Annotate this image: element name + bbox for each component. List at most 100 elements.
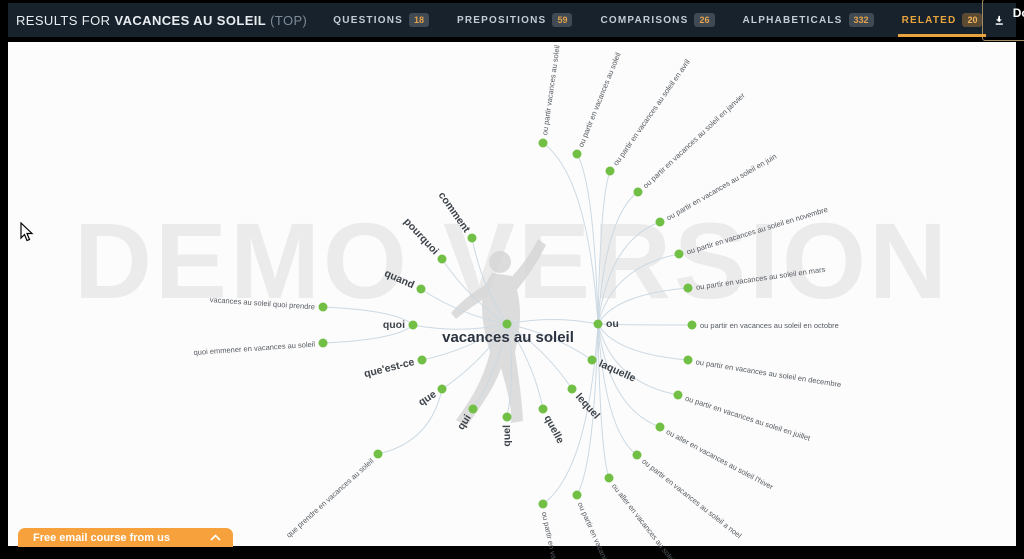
edge (420, 288, 508, 325)
keyword-node-label[interactable]: quel (501, 425, 513, 447)
node-dot[interactable] (604, 473, 614, 483)
scope-label: (TOP) (270, 12, 308, 28)
node-dot[interactable] (467, 233, 477, 243)
edge (597, 191, 639, 325)
suggestion-label[interactable]: ou aller en vacances au soleil l'hiver (665, 427, 775, 491)
person-silhouette (451, 239, 546, 426)
node-dot[interactable] (683, 355, 693, 365)
edge (597, 323, 679, 396)
suggestion-label[interactable]: ou partir vacances au soleil (540, 44, 562, 136)
node-dot[interactable] (572, 149, 582, 159)
tab-alphabeticals[interactable]: ALPHABETICALS 332 (743, 3, 874, 37)
keyword-node-label[interactable]: quelle (541, 413, 566, 446)
email-course-banner[interactable]: Free email course from us (18, 528, 233, 547)
node-dot[interactable] (683, 283, 693, 293)
suggestion-label[interactable]: ou aller en vacances au soleil (610, 482, 678, 559)
edge (597, 323, 661, 428)
edge (506, 323, 513, 418)
edge (597, 323, 638, 456)
edge (322, 306, 414, 326)
suggestion-label[interactable]: ou partir en vacances au soleil (576, 51, 622, 149)
suggestion-label[interactable]: ou partir en vacances au soleil (540, 511, 570, 559)
suggestion-label[interactable]: ou partir en vacances au soleil en juill… (684, 394, 812, 443)
node-dot[interactable] (593, 319, 603, 329)
results-prefix: RESULTS FOR (16, 12, 111, 28)
edge (597, 253, 680, 325)
node-dot[interactable] (318, 302, 328, 312)
suggestion-label[interactable]: quoi emmener en vacances au soleil (193, 340, 315, 357)
tab-count-badge: 20 (962, 13, 983, 27)
edge (441, 323, 508, 390)
node-dot[interactable] (605, 166, 615, 176)
tab-related[interactable]: RELATED 20 (897, 3, 987, 37)
edge (597, 323, 689, 361)
tab-prepositions[interactable]: PREPOSITIONS 59 (457, 3, 573, 37)
node-dot[interactable] (468, 404, 478, 414)
edge (412, 323, 508, 330)
tab-questions[interactable]: QUESTIONS 18 (333, 3, 430, 37)
keyword-label: VACANCES AU SOLEIL (114, 12, 267, 28)
keyword-node-label[interactable]: que (416, 388, 438, 408)
banner-label: Free email course from us (33, 531, 170, 544)
edge (597, 323, 610, 479)
node-dot[interactable] (674, 249, 684, 259)
node-dot[interactable] (538, 404, 548, 414)
node-dot[interactable] (655, 217, 665, 227)
edge (597, 221, 661, 325)
download-csv-button[interactable]: Download CSV (982, 0, 1024, 41)
keyword-node-label[interactable]: laquelle (597, 358, 638, 385)
suggestion-label[interactable]: que prendre en vacances au soleil (284, 456, 375, 539)
suggestion-label[interactable]: ou partir en vacances au soleil en juin (665, 152, 778, 223)
download-icon (996, 15, 1004, 25)
node-dot[interactable] (572, 490, 582, 500)
suggestion-label[interactable]: ou partir en vacances au soleil en decem… (695, 357, 842, 389)
node-dot[interactable] (318, 338, 328, 348)
edge (441, 258, 508, 325)
tab-comparisons[interactable]: COMPARISONS 26 (600, 3, 715, 37)
node-dot[interactable] (633, 187, 643, 197)
edge (542, 142, 599, 325)
keyword-node-label[interactable]: ou (606, 318, 619, 330)
edge (506, 318, 599, 325)
tab-label: COMPARISONS (600, 14, 689, 26)
node-dot[interactable] (437, 254, 447, 264)
node-dot[interactable] (417, 355, 427, 365)
node-dot[interactable] (502, 319, 512, 329)
tab-count-badge: 18 (409, 13, 430, 27)
keyword-node-label[interactable]: que'est-ce (363, 356, 416, 380)
node-dot[interactable] (416, 284, 426, 294)
tab-label: PREPOSITIONS (457, 14, 547, 26)
node-dot[interactable] (538, 138, 548, 148)
suggestion-label[interactable]: ou partir en vacances au soleil en octob… (700, 321, 839, 330)
node-dot[interactable] (567, 384, 577, 394)
node-dot[interactable] (587, 355, 597, 365)
node-dot[interactable] (502, 412, 512, 422)
chevron-up-icon[interactable] (210, 534, 221, 541)
edge (576, 323, 599, 496)
keyword-node-label[interactable]: quand (382, 267, 416, 291)
edge (506, 323, 573, 390)
edge (597, 287, 689, 325)
edge (377, 388, 443, 455)
node-dot[interactable] (632, 450, 642, 460)
suggestion-label[interactable]: ou partir en vacances au soleil en mars (695, 265, 826, 292)
node-dot[interactable] (373, 449, 383, 459)
node-dot[interactable] (687, 320, 697, 330)
edge (472, 323, 508, 410)
suggestion-label[interactable]: ou partir en vacances (576, 501, 613, 559)
suggestion-label[interactable]: ou partir en vacances au soleil en novem… (685, 205, 828, 257)
node-dot[interactable] (408, 320, 418, 330)
suggestion-label[interactable]: vacances au soleil quoi prendre (209, 295, 315, 311)
node-dot[interactable] (673, 390, 683, 400)
keyword-node-label[interactable]: quoi (383, 319, 405, 331)
keyword-node-label[interactable]: comment (436, 190, 473, 236)
edge (421, 323, 508, 361)
node-dot[interactable] (655, 422, 665, 432)
tab-label: RELATED (901, 14, 957, 26)
keyword-node-label[interactable]: pourquoi (401, 216, 441, 258)
node-dot[interactable] (538, 499, 548, 509)
keyword-node-label[interactable]: lequel (573, 391, 602, 422)
suggestion-label[interactable]: ou partir en vacances au soleil a noel (640, 457, 743, 541)
node-dot[interactable] (437, 384, 447, 394)
